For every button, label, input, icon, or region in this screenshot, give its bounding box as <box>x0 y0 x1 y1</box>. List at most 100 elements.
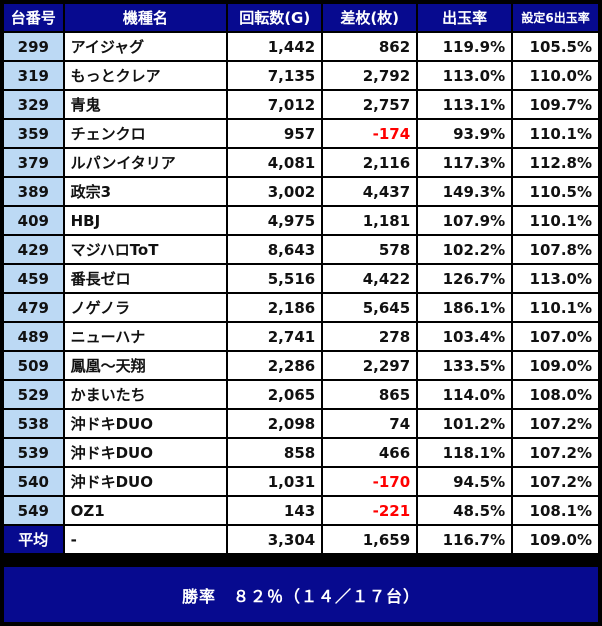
payout-cell: 186.1% <box>418 294 512 321</box>
payout-cell: 102.2% <box>418 236 512 263</box>
diff-cell: -221 <box>323 497 417 524</box>
average-model: - <box>64 526 227 553</box>
table-row: 509 鳳凰～天翔 2,286 2,297 133.5% 109.0% <box>4 352 598 379</box>
machine-no-cell: 299 <box>4 33 63 60</box>
model-cell: かまいたち <box>64 381 227 408</box>
diff-cell: 74 <box>323 410 417 437</box>
machine-no-cell: 389 <box>4 178 63 205</box>
payout-cell: 93.9% <box>418 120 512 147</box>
machine-no-cell: 549 <box>4 497 63 524</box>
spins-cell: 2,098 <box>228 410 322 437</box>
machine-no-cell: 509 <box>4 352 63 379</box>
model-cell: 青鬼 <box>64 91 227 118</box>
setting6-cell: 110.1% <box>513 294 598 321</box>
spins-cell: 2,186 <box>228 294 322 321</box>
payout-cell: 113.0% <box>418 62 512 89</box>
header-machine-no: 台番号 <box>4 4 63 31</box>
table-row: 538 沖ドキDUO 2,098 74 101.2% 107.2% <box>4 410 598 437</box>
spins-cell: 2,741 <box>228 323 322 350</box>
model-cell: アイジャグ <box>64 33 227 60</box>
table-row: 529 かまいたち 2,065 865 114.0% 108.0% <box>4 381 598 408</box>
model-cell: ノゲノラ <box>64 294 227 321</box>
machine-no-cell: 319 <box>4 62 63 89</box>
machine-no-cell: 459 <box>4 265 63 292</box>
payout-cell: 103.4% <box>418 323 512 350</box>
machine-no-cell: 540 <box>4 468 63 495</box>
diff-cell: 278 <box>323 323 417 350</box>
payout-cell: 119.9% <box>418 33 512 60</box>
diff-cell: 5,645 <box>323 294 417 321</box>
model-cell: ニューハナ <box>64 323 227 350</box>
diff-cell: 4,437 <box>323 178 417 205</box>
spins-cell: 2,286 <box>228 352 322 379</box>
diff-cell: 4,422 <box>323 265 417 292</box>
model-cell: チェンクロ <box>64 120 227 147</box>
average-payout: 116.7% <box>418 526 512 553</box>
setting6-cell: 113.0% <box>513 265 598 292</box>
model-cell: ルパンイタリア <box>64 149 227 176</box>
model-cell: マジハロToT <box>64 236 227 263</box>
table-body: 299 アイジャグ 1,442 862 119.9% 105.5% 319 もっとクレア 7,1… <box>4 33 598 524</box>
setting6-cell: 107.2% <box>513 439 598 466</box>
diff-cell: 2,297 <box>323 352 417 379</box>
model-cell: 沖ドキDUO <box>64 468 227 495</box>
model-cell: OZ1 <box>64 497 227 524</box>
diff-cell: 2,792 <box>323 62 417 89</box>
table-row: 539 沖ドキDUO 858 466 118.1% 107.2% <box>4 439 598 466</box>
spins-cell: 7,012 <box>228 91 322 118</box>
header-diff: 差枚(枚) <box>323 4 417 31</box>
table-row: 489 ニューハナ 2,741 278 103.4% 107.0% <box>4 323 598 350</box>
table-row: 549 OZ1 143 -221 48.5% 108.1% <box>4 497 598 524</box>
diff-cell: 1,181 <box>323 207 417 234</box>
model-cell: 政宗3 <box>64 178 227 205</box>
table-row: 299 アイジャグ 1,442 862 119.9% 105.5% <box>4 33 598 60</box>
header-payout: 出玉率 <box>418 4 512 31</box>
table-row: 379 ルパンイタリア 4,081 2,116 117.3% 112.8% <box>4 149 598 176</box>
average-diff: 1,659 <box>323 526 417 553</box>
setting6-cell: 112.8% <box>513 149 598 176</box>
setting6-cell: 110.1% <box>513 207 598 234</box>
model-cell: 沖ドキDUO <box>64 439 227 466</box>
average-setting6: 109.0% <box>513 526 598 553</box>
payout-cell: 101.2% <box>418 410 512 437</box>
payout-cell: 149.3% <box>418 178 512 205</box>
payout-cell: 117.3% <box>418 149 512 176</box>
spins-cell: 3,002 <box>228 178 322 205</box>
spins-cell: 2,065 <box>228 381 322 408</box>
table-row: 319 もっとクレア 7,135 2,792 113.0% 110.0% <box>4 62 598 89</box>
table-row: 479 ノゲノラ 2,186 5,645 186.1% 110.1% <box>4 294 598 321</box>
average-row: 平均 - 3,304 1,659 116.7% 109.0% <box>4 526 598 553</box>
win-rate-banner: 勝率 ８２％（１４／１７台） <box>4 567 598 622</box>
diff-cell: -174 <box>323 120 417 147</box>
table-row: 359 チェンクロ 957 -174 93.9% 110.1% <box>4 120 598 147</box>
payout-cell: 126.7% <box>418 265 512 292</box>
setting6-cell: 108.0% <box>513 381 598 408</box>
machine-no-cell: 429 <box>4 236 63 263</box>
spins-cell: 4,975 <box>228 207 322 234</box>
average-label: 平均 <box>4 526 63 553</box>
header-spins: 回転数(G) <box>228 4 322 31</box>
header-setting6: 設定6出玉率 <box>513 4 598 31</box>
table-row: 329 青鬼 7,012 2,757 113.1% 109.7% <box>4 91 598 118</box>
setting6-cell: 110.0% <box>513 62 598 89</box>
machine-no-cell: 479 <box>4 294 63 321</box>
setting6-cell: 109.7% <box>513 91 598 118</box>
setting6-cell: 108.1% <box>513 497 598 524</box>
model-cell: 鳳凰～天翔 <box>64 352 227 379</box>
setting6-cell: 110.1% <box>513 120 598 147</box>
payout-cell: 114.0% <box>418 381 512 408</box>
payout-cell: 113.1% <box>418 91 512 118</box>
payout-cell: 118.1% <box>418 439 512 466</box>
table-header-row: 台番号 機種名 回転数(G) 差枚(枚) 出玉率 設定6出玉率 <box>4 4 598 31</box>
machine-no-cell: 329 <box>4 91 63 118</box>
model-cell: HBJ <box>64 207 227 234</box>
diff-cell: 862 <box>323 33 417 60</box>
spins-cell: 1,442 <box>228 33 322 60</box>
setting6-cell: 109.0% <box>513 352 598 379</box>
spins-cell: 5,516 <box>228 265 322 292</box>
machine-results-table: 台番号 機種名 回転数(G) 差枚(枚) 出玉率 設定6出玉率 299 アイジャグ… <box>2 2 600 555</box>
model-cell: 番長ゼロ <box>64 265 227 292</box>
setting6-cell: 107.2% <box>513 468 598 495</box>
model-cell: もっとクレア <box>64 62 227 89</box>
